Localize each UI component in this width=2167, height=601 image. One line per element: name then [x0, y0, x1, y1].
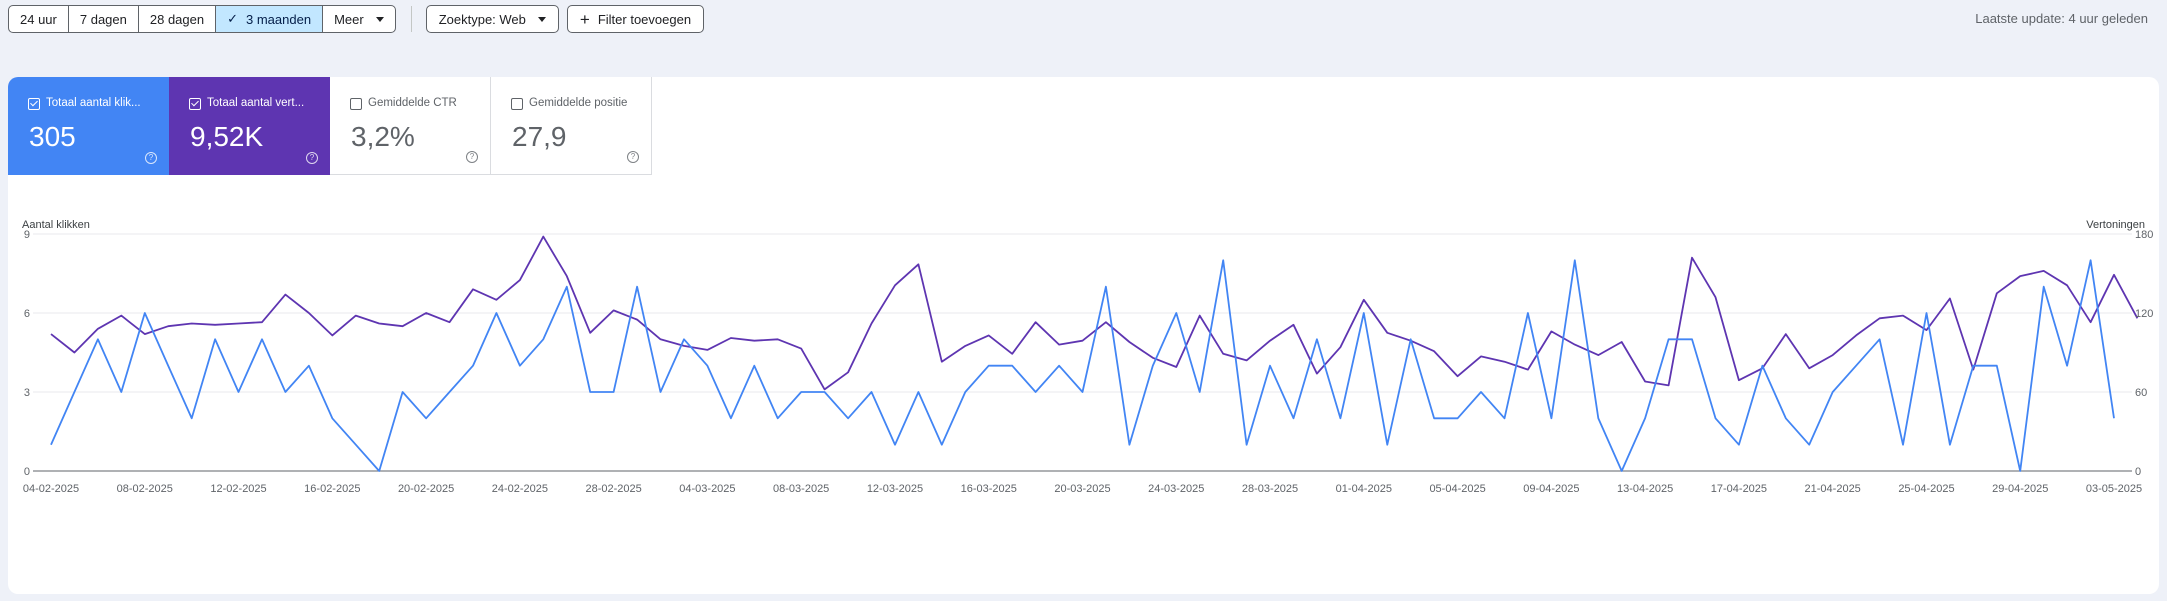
tile-value: 3,2% — [351, 121, 415, 152]
series-line — [50, 235, 2139, 391]
y-right-tick-label: 120 — [2135, 308, 2153, 320]
chart-series — [50, 235, 2139, 472]
x-tick-label: 08-03-2025 — [773, 483, 829, 495]
x-tick-label: 20-03-2025 — [1054, 483, 1110, 495]
x-tick-label: 16-02-2025 — [304, 483, 360, 495]
y-left-tick-label: 6 — [24, 308, 30, 320]
date-range-selector: 24 uur 7 dagen 28 dagen ✓ 3 maanden Meer — [8, 5, 396, 33]
x-tick-label: 03-05-2025 — [2086, 483, 2142, 495]
range-28d-button[interactable]: 28 dagen — [139, 6, 217, 32]
toolbar-divider — [410, 6, 412, 32]
y-right-tick-label: 60 — [2135, 387, 2147, 399]
chart-grid — [33, 233, 2132, 472]
x-tick-label: 05-04-2025 — [1429, 483, 1485, 495]
caret-down-icon — [375, 16, 384, 22]
x-tick-label: 16-03-2025 — [961, 483, 1017, 495]
last-update-text: Laatste update: 4 uur geleden — [1975, 11, 2148, 26]
range-label: Meer — [334, 11, 364, 27]
series-line — [50, 259, 2115, 472]
tile-value: 9,52K — [190, 121, 264, 152]
tile-total-clicks[interactable]: Totaal aantal klik... 305 ? — [8, 77, 169, 175]
chart-labels: 0 0 3 60 6 120 9 180 Aantal klikken Vertoningen 04… — [22, 219, 2153, 495]
x-tick-label: 01-04-2025 — [1336, 483, 1392, 495]
y-left-tick-label: 3 — [24, 387, 30, 399]
x-tick-label: 09-04-2025 — [1523, 483, 1579, 495]
tile-label: Gemiddelde CTR — [368, 97, 457, 109]
checkbox-unchecked-icon[interactable] — [350, 98, 362, 110]
toolbar: 24 uur 7 dagen 28 dagen ✓ 3 maanden Meer … — [8, 5, 712, 33]
x-tick-label: 12-02-2025 — [210, 483, 266, 495]
range-3m-button[interactable]: ✓ 3 maanden — [216, 6, 324, 32]
metric-tiles: Totaal aantal klik... 305 ? Totaal aanta… — [8, 77, 652, 175]
range-more-button[interactable]: Meer — [323, 6, 395, 32]
caret-down-icon — [537, 16, 546, 22]
performance-chart: 0 0 3 60 6 120 9 180 Aantal klikken Vertoningen 04… — [22, 219, 2153, 495]
range-7d-button[interactable]: 7 dagen — [69, 6, 139, 32]
tile-average-position[interactable]: Gemiddelde positie 27,9 ? — [491, 77, 652, 175]
checkmark-icon: ✓ — [227, 11, 239, 26]
tile-label: Totaal aantal klik... — [46, 97, 141, 109]
add-filter-label: Filter toevoegen — [597, 11, 692, 27]
range-label: 28 dagen — [149, 11, 205, 27]
help-icon[interactable]: ? — [466, 151, 478, 163]
checkbox-checked-icon[interactable] — [28, 98, 40, 110]
search-type-dropdown[interactable]: Zoektype: Web — [425, 5, 559, 33]
help-icon[interactable]: ? — [627, 151, 639, 163]
search-type-label: Zoektype: Web — [438, 11, 526, 27]
x-tick-label: 28-02-2025 — [585, 483, 641, 495]
x-tick-label: 25-04-2025 — [1898, 483, 1954, 495]
x-tick-label: 04-03-2025 — [679, 483, 735, 495]
tile-label: Gemiddelde positie — [529, 97, 628, 109]
x-tick-label: 24-02-2025 — [492, 483, 548, 495]
help-icon[interactable]: ? — [145, 152, 157, 164]
add-filter-button[interactable]: + Filter toevoegen — [566, 5, 705, 33]
x-tick-label: 21-04-2025 — [1805, 483, 1861, 495]
tile-total-impressions[interactable]: Totaal aantal vert... 9,52K ? — [169, 77, 330, 175]
x-tick-label: 04-02-2025 — [23, 483, 79, 495]
y-right-axis-title: Vertoningen — [2086, 219, 2145, 231]
checkbox-checked-icon[interactable] — [189, 98, 201, 110]
range-label: 7 dagen — [79, 11, 127, 27]
tile-label: Totaal aantal vert... — [207, 97, 305, 109]
x-tick-label: 20-02-2025 — [398, 483, 454, 495]
x-tick-label: 12-03-2025 — [867, 483, 923, 495]
y-right-tick-label: 0 — [2135, 466, 2141, 478]
x-tick-label: 24-03-2025 — [1148, 483, 1204, 495]
help-icon[interactable]: ? — [306, 152, 318, 164]
range-label: 3 maanden — [246, 11, 312, 27]
x-tick-label: 29-04-2025 — [1992, 483, 2048, 495]
y-right-tick-label: 180 — [2135, 229, 2153, 241]
y-left-tick-label: 9 — [24, 229, 30, 241]
x-tick-label: 08-02-2025 — [117, 483, 173, 495]
range-24h-button[interactable]: 24 uur — [9, 6, 69, 32]
y-left-tick-label: 0 — [24, 466, 30, 478]
range-label: 24 uur — [20, 11, 57, 27]
x-tick-label: 13-04-2025 — [1617, 483, 1673, 495]
plus-icon: + — [579, 9, 590, 29]
tile-value: 305 — [29, 121, 76, 152]
performance-card: Totaal aantal klik... 305 ? Totaal aanta… — [8, 77, 2159, 594]
x-tick-label: 17-04-2025 — [1711, 483, 1767, 495]
checkbox-unchecked-icon[interactable] — [511, 98, 523, 110]
y-left-axis-title: Aantal klikken — [22, 219, 90, 231]
tile-average-ctr[interactable]: Gemiddelde CTR 3,2% ? — [330, 77, 491, 175]
x-tick-label: 28-03-2025 — [1242, 483, 1298, 495]
tile-value: 27,9 — [512, 121, 567, 152]
